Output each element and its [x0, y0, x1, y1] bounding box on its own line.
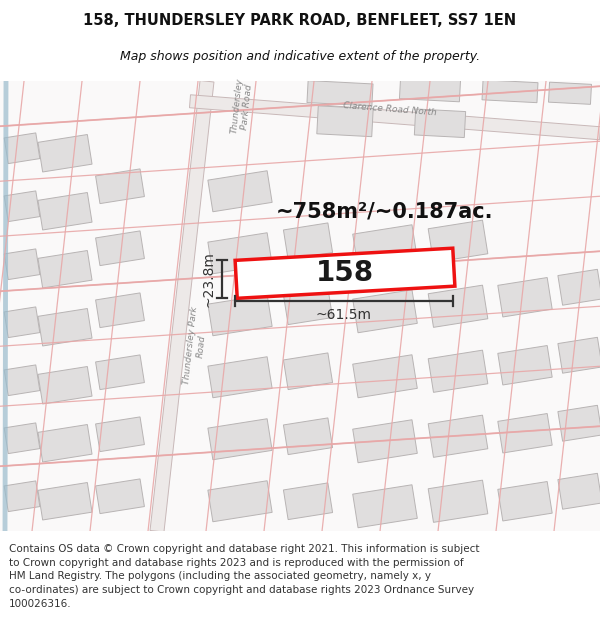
Text: Contains OS data © Crown copyright and database right 2021. This information is : Contains OS data © Crown copyright and d…: [9, 544, 479, 609]
Polygon shape: [353, 485, 417, 528]
Polygon shape: [4, 191, 40, 222]
Polygon shape: [498, 414, 552, 453]
Polygon shape: [38, 309, 92, 346]
Polygon shape: [4, 423, 40, 454]
Polygon shape: [38, 424, 92, 462]
Polygon shape: [428, 350, 488, 392]
Polygon shape: [283, 353, 332, 389]
Polygon shape: [482, 80, 538, 102]
Text: ~23.8m: ~23.8m: [202, 251, 216, 308]
Polygon shape: [150, 81, 214, 532]
Polygon shape: [498, 346, 552, 385]
Polygon shape: [283, 483, 332, 519]
Text: 158, THUNDERSLEY PARK ROAD, BENFLEET, SS7 1EN: 158, THUNDERSLEY PARK ROAD, BENFLEET, SS…: [83, 12, 517, 28]
Text: Clarence Road North: Clarence Road North: [343, 101, 437, 118]
Polygon shape: [283, 223, 332, 259]
Polygon shape: [283, 288, 332, 324]
Polygon shape: [558, 338, 600, 373]
Polygon shape: [558, 405, 600, 441]
Polygon shape: [415, 109, 466, 138]
Text: Thundersley
Park Road: Thundersley Park Road: [229, 78, 254, 135]
Polygon shape: [95, 417, 145, 452]
Polygon shape: [38, 192, 92, 230]
Polygon shape: [317, 106, 373, 137]
Polygon shape: [208, 232, 272, 274]
Polygon shape: [38, 251, 92, 288]
Polygon shape: [558, 269, 600, 305]
Polygon shape: [548, 82, 592, 104]
Polygon shape: [208, 171, 272, 212]
Polygon shape: [400, 77, 461, 102]
Polygon shape: [283, 418, 332, 454]
Polygon shape: [498, 481, 552, 521]
Polygon shape: [353, 290, 417, 332]
Polygon shape: [428, 415, 488, 458]
Polygon shape: [307, 81, 373, 106]
Text: ~758m²/~0.187ac.: ~758m²/~0.187ac.: [276, 201, 494, 221]
Polygon shape: [38, 482, 92, 520]
Polygon shape: [558, 473, 600, 509]
Polygon shape: [428, 480, 488, 522]
Polygon shape: [4, 249, 40, 279]
Polygon shape: [353, 420, 417, 462]
Polygon shape: [208, 419, 272, 460]
Polygon shape: [4, 307, 40, 338]
Polygon shape: [353, 225, 417, 268]
Text: ~61.5m: ~61.5m: [316, 308, 372, 322]
Polygon shape: [353, 355, 417, 398]
Text: 158: 158: [316, 259, 374, 288]
Polygon shape: [235, 248, 455, 298]
Polygon shape: [428, 220, 488, 262]
Polygon shape: [208, 357, 272, 398]
Polygon shape: [208, 481, 272, 522]
Polygon shape: [95, 293, 145, 328]
Polygon shape: [38, 366, 92, 404]
Polygon shape: [498, 278, 552, 317]
Polygon shape: [208, 295, 272, 336]
Polygon shape: [95, 479, 145, 514]
Polygon shape: [4, 365, 40, 396]
Polygon shape: [4, 133, 40, 164]
Polygon shape: [38, 134, 92, 172]
Polygon shape: [95, 355, 145, 389]
Polygon shape: [95, 169, 145, 204]
Polygon shape: [95, 231, 145, 266]
Polygon shape: [4, 481, 40, 512]
Polygon shape: [190, 95, 600, 140]
Text: Thundersley Park
Road: Thundersley Park Road: [182, 306, 210, 386]
Text: Map shows position and indicative extent of the property.: Map shows position and indicative extent…: [120, 49, 480, 62]
Polygon shape: [428, 285, 488, 328]
